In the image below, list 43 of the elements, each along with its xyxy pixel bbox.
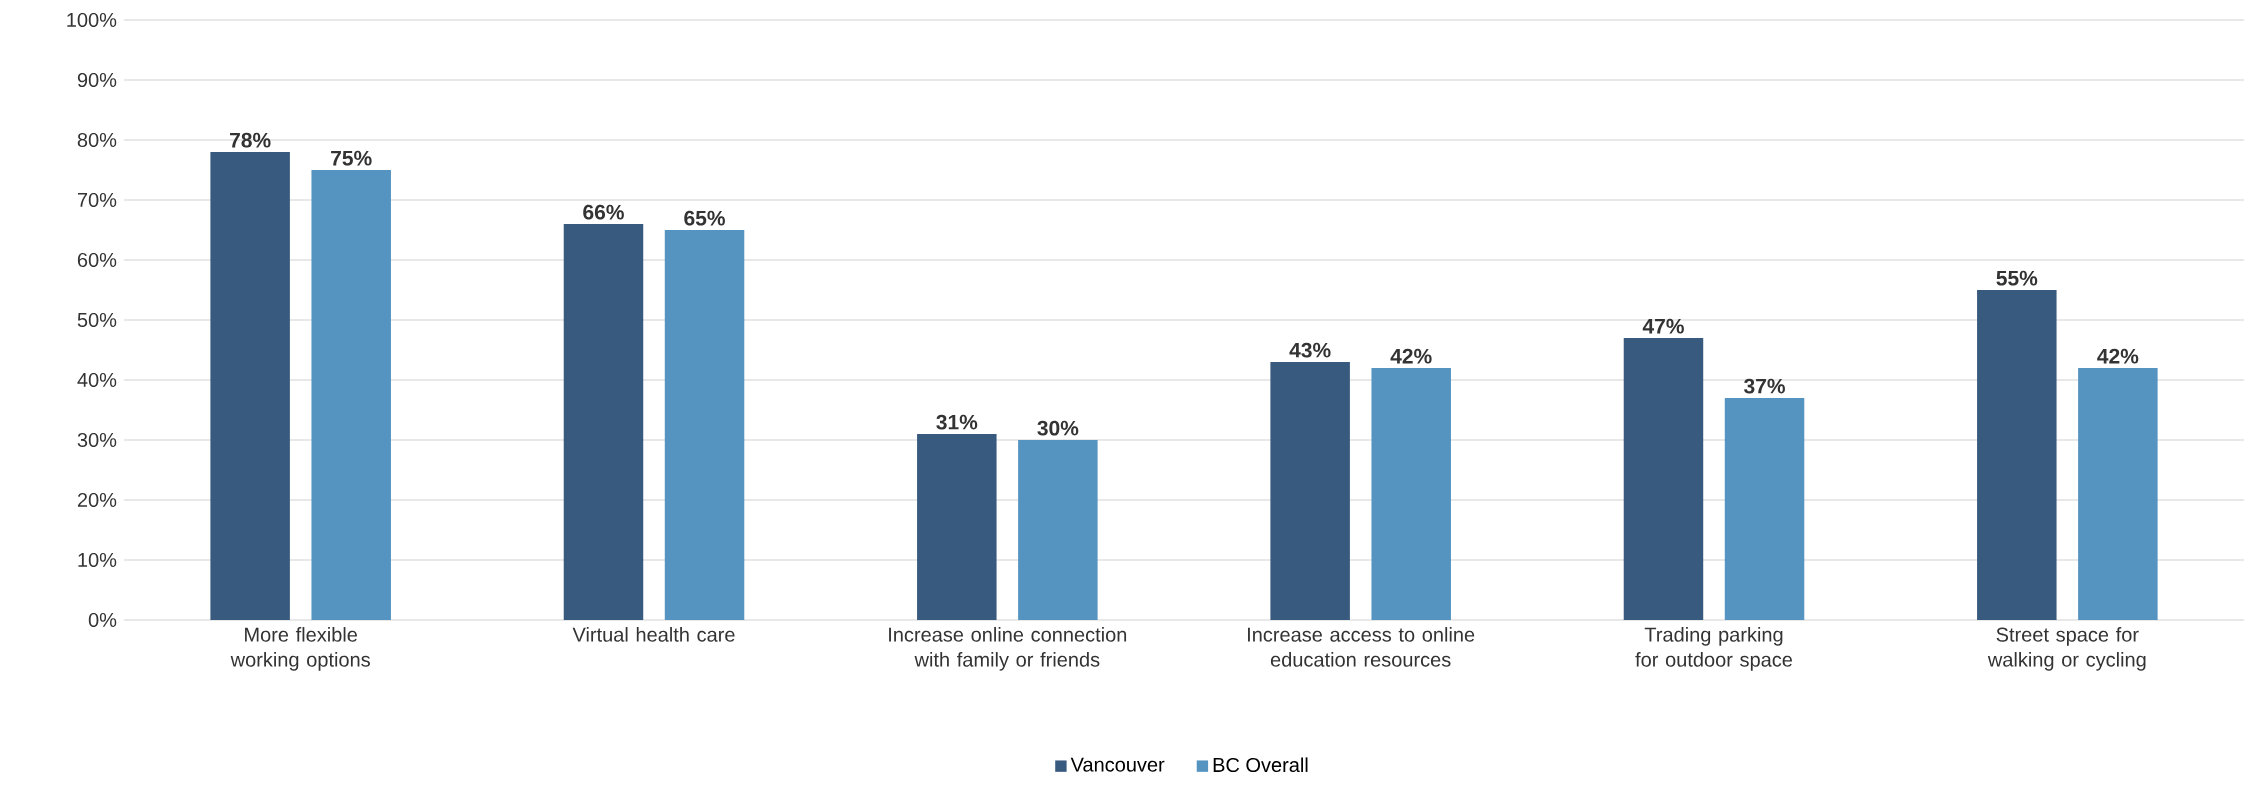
data-label: 65% [684,210,725,226]
data-label: 66% [583,204,624,220]
bar [1018,439,1098,620]
bar [563,223,644,620]
bar [311,169,391,620]
y-tick-label: 40% [77,372,117,388]
data-label: 75% [331,150,372,166]
data-label: 31% [936,414,978,430]
bar [917,433,997,620]
bar [1977,289,2057,620]
legend-label: Vancouver [1070,757,1165,772]
data-label: 37% [1743,378,1785,394]
bar [210,151,290,620]
bar [664,229,745,620]
x-tick-label: Street space for walking or cycling [1987,627,2146,671]
y-tick-label: 90% [77,72,117,88]
y-tick-label: 30% [77,432,117,448]
bar [2078,367,2158,620]
x-tick-label: Trading parking for outdoor space [1635,627,1793,671]
bar [1270,361,1350,620]
y-tick-label: 20% [77,492,117,508]
bar [1724,397,1805,620]
y-tick-label: 70% [77,192,117,208]
y-tick-label: 80% [77,132,117,148]
y-tick-label: 50% [77,312,117,328]
bar [1371,367,1451,620]
y-tick-label: 0% [88,612,117,628]
bar [1623,337,1704,620]
data-label: 78% [230,132,271,148]
data-label: 43% [1289,342,1331,358]
y-tick-label: 100% [67,12,117,28]
legend-label: BC Overall [1213,757,1308,773]
x-tick-label: Increase access to online education resources [1248,627,1475,667]
data-label: 47% [1642,318,1684,334]
x-tick-label: More flexible working options [230,627,370,671]
x-tick-label: Virtual health care [572,627,735,642]
x-tick-label: Increase online connection with family or friends [889,627,1127,671]
y-tick-label: 10% [78,552,117,568]
data-label: 30% [1037,420,1079,436]
y-tick-label: 60% [77,252,117,268]
data-label: 42% [2097,348,2139,364]
data-label: 55% [1996,270,2038,286]
data-label: 42% [1390,348,1432,364]
